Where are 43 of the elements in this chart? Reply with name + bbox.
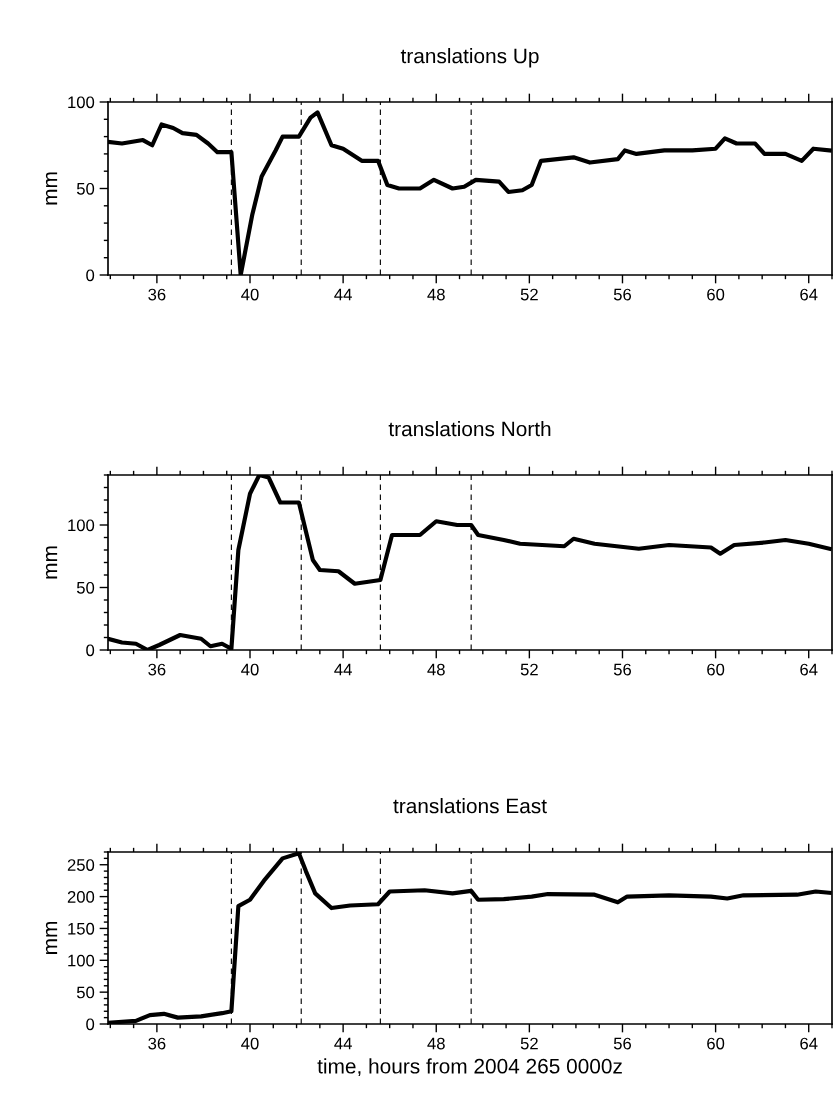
y-tick-label: 100 xyxy=(68,96,95,109)
x-tick-label: 40 xyxy=(241,288,259,301)
y-tick-label: 50 xyxy=(76,581,95,594)
x-tick-label: 52 xyxy=(520,288,538,301)
x-tick-label: 48 xyxy=(427,288,445,301)
x-tick-label: 40 xyxy=(241,663,259,676)
y-tick-label: 0 xyxy=(86,644,95,657)
x-tick-label: 64 xyxy=(800,1037,818,1050)
x-tick-label: 52 xyxy=(520,1037,538,1050)
x-tick-label: 44 xyxy=(334,288,352,301)
x-tick-label: 48 xyxy=(427,663,445,676)
x-tick-label: 56 xyxy=(613,663,632,676)
x-tick-label: 36 xyxy=(148,663,166,676)
y-tick-label: 0 xyxy=(86,269,95,282)
x-tick-label: 60 xyxy=(707,663,725,676)
x-tick-label: 36 xyxy=(148,288,166,301)
y-tick-label: 100 xyxy=(68,954,95,967)
y-axis-title: mm xyxy=(45,546,58,579)
x-tick-label: 60 xyxy=(707,1037,725,1050)
x-tick-label: 64 xyxy=(800,288,818,301)
x-tick-label: 56 xyxy=(613,288,632,301)
y-tick-label: 0 xyxy=(86,1018,95,1031)
y-tick-label: 200 xyxy=(67,890,95,903)
y-tick-label: 50 xyxy=(76,182,95,195)
x-tick-label: 64 xyxy=(800,663,818,676)
x-tick-label: 36 xyxy=(148,1037,166,1050)
x-axis-title: time, hours from 2004 265 0000z xyxy=(317,1058,622,1077)
x-tick-label: 44 xyxy=(334,1037,352,1050)
x-tick-label: 52 xyxy=(520,663,538,676)
x-tick-label: 44 xyxy=(334,663,352,676)
y-axis-title: mm xyxy=(45,172,58,205)
chart-title: translations North xyxy=(388,421,551,437)
y-tick-label: 150 xyxy=(68,922,95,935)
x-tick-label: 60 xyxy=(707,288,725,301)
x-tick-label: 56 xyxy=(613,1037,632,1050)
y-tick-label: 100 xyxy=(68,519,95,532)
x-tick-label: 40 xyxy=(241,1037,259,1050)
chart-title: translations Up xyxy=(400,48,539,68)
x-tick-label: 48 xyxy=(427,1037,445,1050)
y-axis-title: mm xyxy=(45,922,58,954)
y-tick-label: 50 xyxy=(76,986,95,999)
chart-title: translations East xyxy=(393,798,547,814)
y-tick-label: 250 xyxy=(67,859,95,871)
